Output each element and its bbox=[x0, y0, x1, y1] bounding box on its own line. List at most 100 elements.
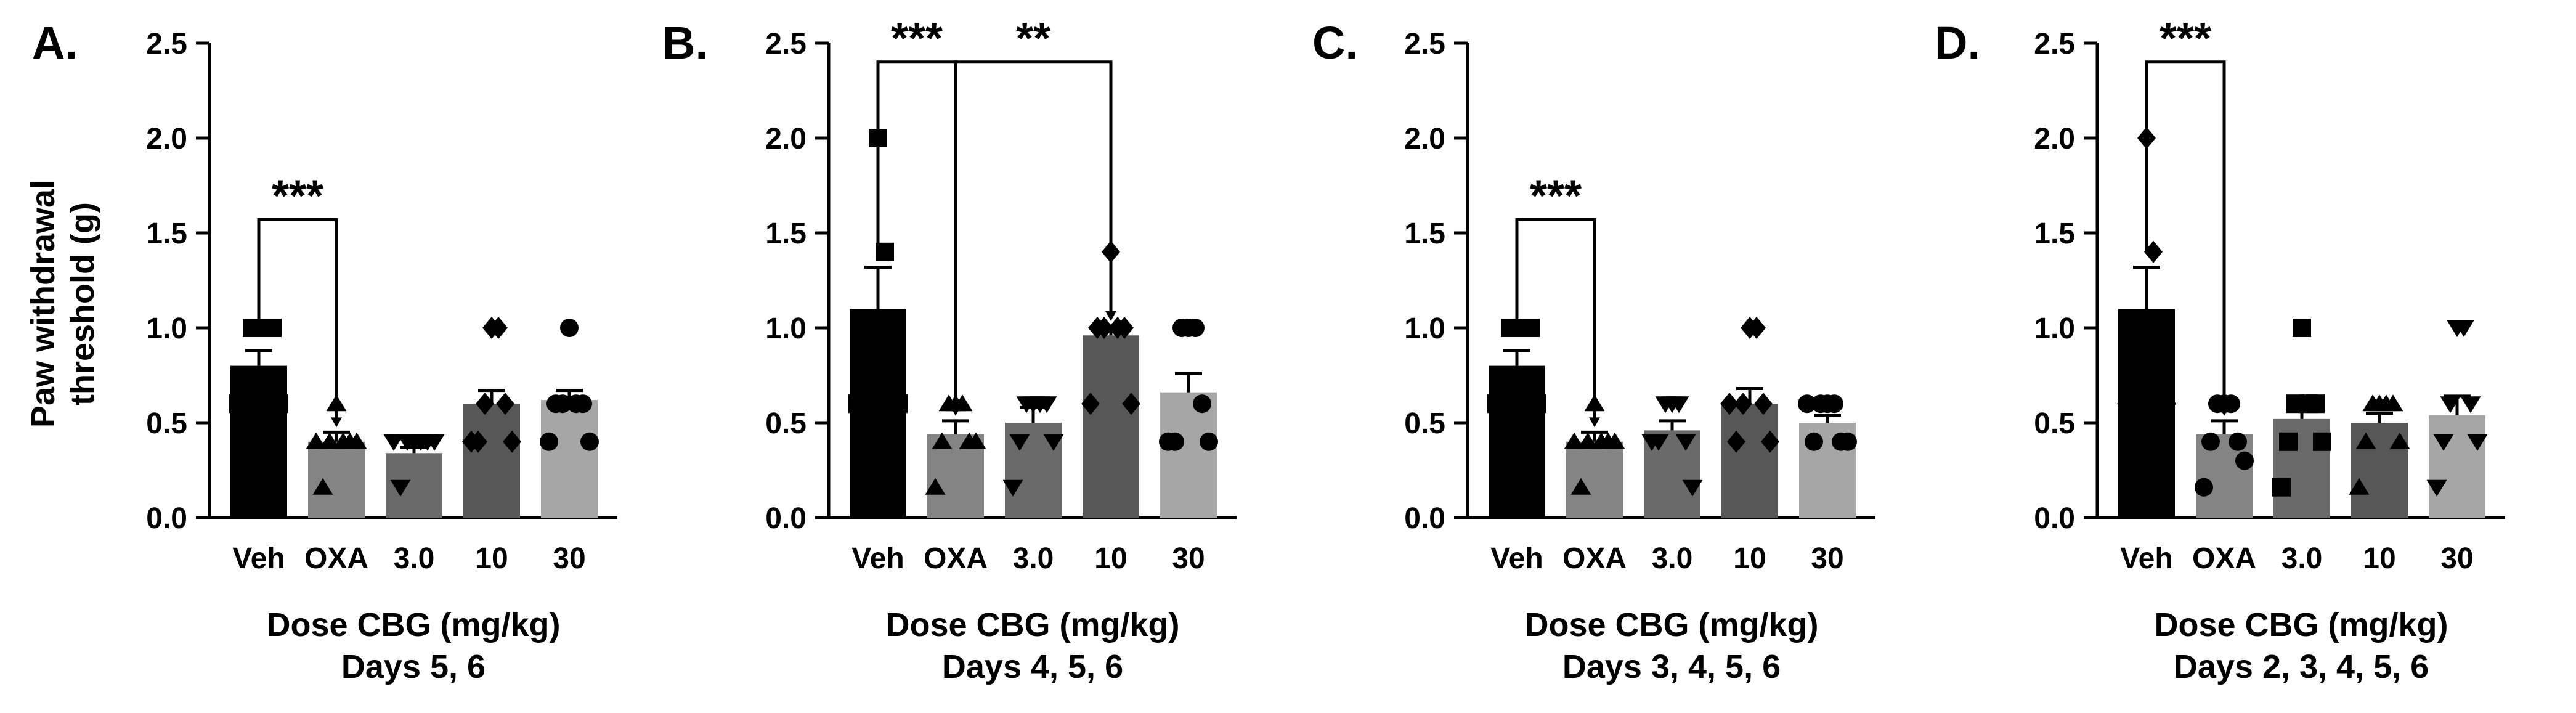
data-point bbox=[1528, 394, 1546, 413]
y-tick-label: 0.0 bbox=[2034, 502, 2075, 535]
significance-arrow bbox=[1589, 417, 1600, 427]
data-point bbox=[1487, 394, 1506, 413]
data-point bbox=[574, 394, 592, 413]
data-point bbox=[1564, 433, 1585, 449]
chart-panel-b: B.0.00.51.01.52.02.5Veh OXA 3.0 10 30*** **Do… bbox=[662, 14, 1237, 685]
x-tick-label: Veh bbox=[851, 542, 904, 575]
y-axis-title-line2: threshold (g) bbox=[64, 202, 101, 405]
data-point bbox=[2279, 433, 2298, 451]
y-tick-label: 2.5 bbox=[1404, 28, 1445, 60]
data-point bbox=[2195, 478, 2213, 497]
x-axis-subtitle: Days 5, 6 bbox=[341, 648, 486, 685]
data-point bbox=[2306, 394, 2325, 413]
data-point bbox=[1521, 319, 1540, 337]
chart-panel-d: D.0.00.51.01.52.02.5Veh OXA 3.0 10 30***Dose… bbox=[1935, 14, 2505, 685]
x-tick-label: Veh bbox=[2120, 542, 2172, 575]
significance-arrow bbox=[331, 417, 342, 427]
data-point bbox=[1805, 433, 1823, 451]
data-point bbox=[2286, 394, 2304, 413]
y-tick-label: 2.0 bbox=[2034, 123, 2075, 155]
x-tick-label: 3.0 bbox=[2281, 542, 2323, 575]
data-point bbox=[2201, 433, 2220, 451]
data-point bbox=[1172, 319, 1191, 337]
y-tick-label: 2.0 bbox=[765, 123, 807, 155]
y-tick-label: 0.0 bbox=[1404, 502, 1445, 535]
x-tick-label: Veh bbox=[1490, 542, 1543, 575]
x-tick-label: OXA bbox=[304, 542, 368, 575]
y-tick-label: 0.5 bbox=[765, 407, 807, 440]
chart-panel-c: C.0.00.51.01.52.02.5Veh OXA 3.0 10 30***Dose… bbox=[1312, 17, 1875, 685]
data-point bbox=[270, 394, 288, 413]
y-tick-label: 0.0 bbox=[146, 502, 187, 535]
data-point bbox=[855, 319, 874, 337]
x-tick-label: 30 bbox=[1811, 542, 1843, 575]
y-axis-title-line1: Paw withdrawal bbox=[25, 180, 62, 428]
data-point bbox=[1798, 394, 1816, 413]
x-tick-label: OXA bbox=[924, 542, 988, 575]
bar-30 bbox=[1160, 393, 1217, 518]
data-point bbox=[848, 394, 867, 413]
x-tick-label: 3.0 bbox=[394, 542, 435, 575]
panel-label: D. bbox=[1935, 17, 1980, 68]
bar-veh bbox=[850, 309, 906, 518]
panel-label: B. bbox=[662, 17, 708, 68]
panel-label: A. bbox=[32, 17, 78, 68]
data-point bbox=[1193, 394, 1211, 413]
x-tick-label: OXA bbox=[1562, 542, 1627, 575]
x-axis-title: Dose CBG (mg/kg) bbox=[885, 606, 1179, 643]
y-tick-label: 2.5 bbox=[765, 28, 807, 60]
data-point bbox=[2272, 478, 2291, 497]
x-tick-label: OXA bbox=[2192, 542, 2256, 575]
x-tick-label: 3.0 bbox=[1652, 542, 1693, 575]
panel-label: C. bbox=[1312, 17, 1358, 68]
data-point bbox=[1839, 433, 1857, 451]
x-axis-subtitle: Days 4, 5, 6 bbox=[942, 648, 1123, 685]
significance-label: *** bbox=[891, 14, 943, 63]
bar-30 bbox=[2429, 415, 2485, 518]
data-point bbox=[229, 394, 248, 413]
x-axis-title: Dose CBG (mg/kg) bbox=[2154, 606, 2448, 643]
bar-veh bbox=[1489, 366, 1545, 518]
figure: Paw withdrawal threshold (g) A. 0.0 0.5 1.0… bbox=[0, 0, 2576, 713]
bar-30 bbox=[541, 400, 598, 518]
significance-label: *** bbox=[2160, 14, 2211, 63]
y-tick-label: 1.0 bbox=[146, 312, 187, 345]
x-tick-label: 10 bbox=[1733, 542, 1766, 575]
bar-veh bbox=[230, 366, 287, 518]
bar-10 bbox=[1083, 335, 1139, 518]
data-point bbox=[263, 319, 282, 337]
y-tick-label: 1.0 bbox=[2034, 312, 2075, 345]
y-tick-label: 0.0 bbox=[765, 502, 807, 535]
data-point bbox=[882, 319, 901, 337]
significance-arrow bbox=[1105, 311, 1116, 321]
bar-10 bbox=[1721, 404, 1778, 518]
data-point bbox=[889, 394, 908, 413]
x-tick-label: 10 bbox=[475, 542, 508, 575]
significance-label: *** bbox=[1530, 171, 1582, 221]
x-tick-label: 10 bbox=[1094, 542, 1127, 575]
x-tick-label: 10 bbox=[2363, 542, 2395, 575]
y-tick-label: 0.5 bbox=[146, 407, 187, 440]
data-point bbox=[2229, 433, 2247, 451]
data-point bbox=[546, 394, 565, 413]
significance-label: *** bbox=[272, 171, 323, 221]
y-tick-label: 1.0 bbox=[1404, 312, 1445, 345]
data-point bbox=[2235, 452, 2254, 470]
data-point bbox=[1200, 433, 1218, 451]
x-tick-label: 30 bbox=[553, 542, 585, 575]
y-tick-label: 1.5 bbox=[146, 218, 187, 250]
bar-oxa bbox=[308, 442, 365, 518]
y-tick-label: 1.5 bbox=[1404, 218, 1445, 250]
x-axis-title: Dose CBG (mg/kg) bbox=[1524, 606, 1818, 643]
x-axis-title: Dose CBG (mg/kg) bbox=[266, 606, 560, 643]
x-tick-label: 30 bbox=[2440, 542, 2473, 575]
x-axis-subtitle: Days 3, 4, 5, 6 bbox=[1562, 648, 1781, 685]
data-point bbox=[2461, 396, 2481, 413]
y-tick-label: 0.5 bbox=[2034, 407, 2075, 440]
y-tick-label: 1.5 bbox=[2034, 218, 2075, 250]
data-point bbox=[540, 433, 558, 451]
x-tick-label: Veh bbox=[232, 542, 285, 575]
y-tick-label: 1.0 bbox=[765, 312, 807, 345]
data-point bbox=[560, 319, 579, 337]
x-axis-subtitle: Days 2, 3, 4, 5, 6 bbox=[2174, 648, 2429, 685]
